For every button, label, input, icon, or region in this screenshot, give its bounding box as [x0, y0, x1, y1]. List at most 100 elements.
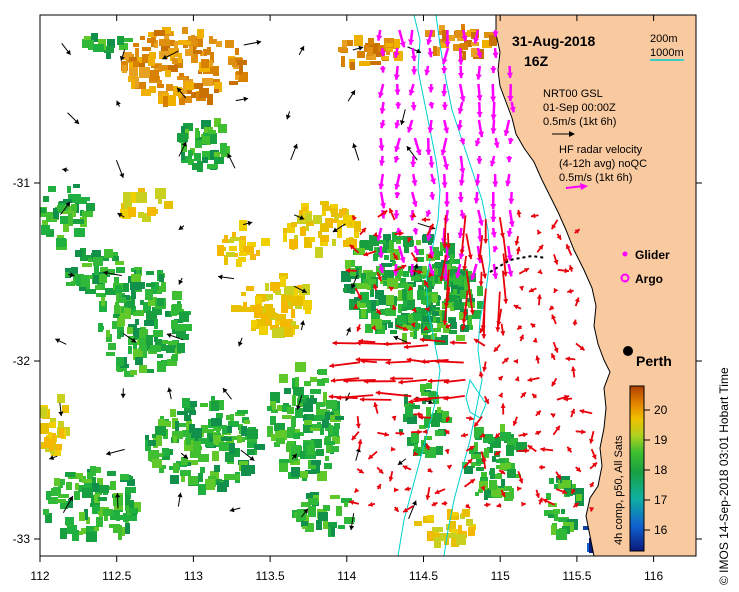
sst-pixel: [292, 395, 296, 406]
radar-arrow-head: [489, 160, 496, 167]
sst-pixel: [461, 24, 465, 32]
radar-arrow-head: [505, 180, 512, 187]
sst-pixel: [187, 401, 197, 407]
radar-line2: (4-12h avg) noQC: [559, 158, 647, 170]
sst-pixel: [73, 219, 84, 224]
hf-arrow-head: [349, 500, 355, 506]
sst-pixel: [285, 319, 293, 329]
hf-arrow-head: [500, 330, 506, 336]
sst-pixel: [361, 273, 366, 283]
radar-arrow-head: [408, 89, 415, 96]
radar-arrow-head: [441, 104, 448, 110]
y-tick-label: -32: [13, 354, 31, 368]
sst-pixel: [110, 481, 116, 490]
sst-pixel: [282, 405, 291, 412]
sst-pixel: [453, 274, 462, 285]
sst-pixel: [442, 311, 447, 321]
sst-pixel: [142, 213, 151, 222]
sst-pixel: [312, 424, 321, 428]
hf-arrow-head: [439, 276, 445, 281]
hf-arrow-head: [359, 396, 365, 403]
sst-pixel: [404, 394, 408, 404]
sst-pixel: [202, 136, 210, 144]
sst-pixel: [464, 279, 470, 289]
hf-arrow-head: [375, 390, 381, 396]
hf-arrow-head: [496, 321, 502, 326]
sst-pixel: [343, 215, 349, 226]
hf-arrow-head: [482, 366, 488, 372]
hf-arrow-head: [358, 468, 364, 474]
sst-pixel: [191, 52, 198, 63]
sst-pixel: [435, 262, 446, 268]
hf-arrow-head: [444, 448, 450, 454]
sst-pixel: [79, 512, 85, 521]
sst-pixel: [293, 387, 304, 396]
sst-pixel: [277, 405, 284, 411]
sst-pixel: [378, 295, 386, 305]
sst-pixel: [146, 283, 155, 287]
sst-pixel: [438, 31, 442, 35]
sst-pixel: [483, 434, 493, 443]
sst-pixel: [462, 302, 468, 306]
radar-arrow-head: [492, 273, 499, 279]
sst-pixel: [291, 222, 297, 227]
sst-pixel: [148, 56, 155, 66]
hf-arrow-head: [565, 356, 571, 362]
hf-arrow-head: [363, 378, 369, 385]
sst-pixel: [396, 240, 401, 244]
sst-pixel: [67, 525, 77, 534]
hf-arrow-head: [411, 307, 417, 313]
sst-pixel: [208, 130, 216, 134]
sst-pixel: [115, 261, 124, 265]
hf-arrow-head: [551, 224, 557, 230]
radar-arrow-head: [378, 160, 386, 166]
sst-pixel: [455, 303, 464, 310]
hf-arrow-head: [404, 486, 410, 492]
sst-pixel: [230, 237, 240, 241]
radar-arrow-head: [428, 102, 435, 109]
hf-arrow-head: [382, 210, 388, 216]
sst-pixel: [435, 47, 440, 56]
sst-pixel: [369, 246, 373, 251]
sst-pixel: [119, 316, 125, 320]
sst-pixel: [48, 497, 58, 504]
sst-pixel: [114, 277, 119, 286]
sst-pixel: [173, 463, 179, 473]
sst-pixel: [365, 324, 373, 333]
sst-pixel: [471, 48, 479, 57]
sst-pixel: [241, 292, 246, 296]
radar-arrow-head: [490, 231, 497, 238]
radar-arrow-head: [379, 108, 386, 114]
sst-pixel: [464, 466, 473, 474]
sst-pixel: [450, 322, 457, 329]
hf-arrow-head: [527, 377, 533, 383]
sst-pixel: [549, 478, 554, 484]
sst-pixel: [375, 51, 385, 57]
sst-pixel: [275, 431, 281, 435]
sst-pixel: [229, 443, 235, 454]
sst-pixel: [343, 288, 347, 292]
sst-pixel: [133, 312, 138, 316]
sst-pixel: [68, 216, 73, 226]
radar-arrow-head: [476, 158, 483, 164]
sst-pixel: [315, 247, 323, 258]
hf-arrow-head: [500, 491, 506, 497]
hf-arrow-head: [573, 503, 579, 508]
radar-arrow-head: [474, 180, 481, 186]
colorbar-ticks: 20 19 18 17 16: [644, 403, 668, 537]
sst-patches: [40, 24, 609, 553]
radar-arrow-head: [490, 96, 497, 102]
radar-arrow-head: [444, 41, 451, 47]
sst-pixel: [66, 482, 72, 490]
sst-pixel: [449, 318, 456, 323]
sst-pixel: [386, 51, 390, 55]
hf-arrow: [465, 233, 472, 260]
sst-pixel: [421, 300, 429, 304]
sst-pixel: [214, 89, 219, 93]
sst-pixel: [334, 213, 339, 222]
radar-scale: 0.5m/s (1kt 6h): [559, 172, 632, 184]
sst-pixel: [496, 459, 505, 463]
radar-arrow-head: [394, 89, 401, 95]
radar-arrow-head: [458, 253, 465, 260]
sst-pixel: [434, 267, 441, 276]
